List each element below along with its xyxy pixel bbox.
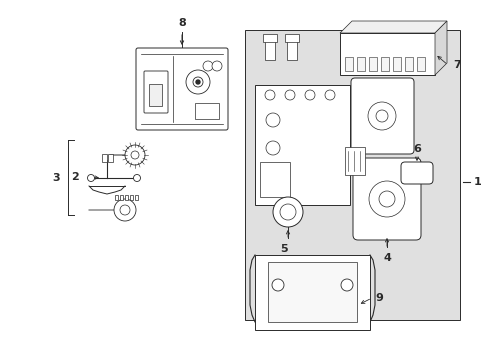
Bar	[108, 154, 113, 162]
Circle shape	[265, 141, 280, 155]
Bar	[267, 262, 356, 322]
Circle shape	[271, 279, 284, 291]
Circle shape	[280, 204, 295, 220]
FancyBboxPatch shape	[400, 162, 432, 184]
Bar	[195, 103, 219, 119]
Bar	[254, 85, 349, 205]
Circle shape	[185, 70, 209, 94]
Bar	[263, 34, 276, 42]
Bar	[264, 38, 274, 60]
Circle shape	[125, 145, 145, 165]
Bar	[380, 57, 388, 71]
Circle shape	[87, 175, 94, 181]
Bar	[285, 34, 298, 42]
Bar	[102, 154, 107, 162]
Bar	[260, 162, 289, 197]
Bar	[286, 38, 296, 60]
FancyBboxPatch shape	[143, 71, 168, 113]
Bar	[404, 57, 412, 71]
Bar	[135, 195, 138, 200]
Text: 4: 4	[382, 253, 390, 263]
Circle shape	[378, 191, 394, 207]
Text: 9: 9	[374, 293, 382, 303]
Circle shape	[114, 199, 136, 221]
Text: 3: 3	[52, 172, 60, 183]
Circle shape	[133, 175, 140, 181]
Circle shape	[368, 181, 404, 217]
Bar	[356, 57, 364, 71]
Bar	[149, 84, 162, 106]
FancyBboxPatch shape	[350, 78, 413, 154]
Circle shape	[325, 90, 334, 100]
Bar	[416, 57, 424, 71]
Text: 7: 7	[452, 60, 460, 70]
Circle shape	[265, 113, 280, 127]
Bar	[339, 33, 434, 75]
FancyBboxPatch shape	[352, 158, 420, 240]
Text: 6: 6	[412, 144, 420, 154]
Text: 2: 2	[71, 172, 79, 182]
Text: 5: 5	[280, 244, 287, 254]
Circle shape	[285, 90, 294, 100]
Bar	[368, 57, 376, 71]
Polygon shape	[434, 21, 446, 75]
Text: 8: 8	[178, 18, 185, 28]
Bar	[120, 195, 123, 200]
Bar	[345, 57, 352, 71]
Circle shape	[212, 61, 222, 71]
Bar	[130, 195, 133, 200]
Bar	[125, 195, 128, 200]
Circle shape	[265, 169, 280, 183]
Circle shape	[367, 102, 395, 130]
Bar	[254, 255, 369, 330]
Circle shape	[193, 77, 203, 87]
Text: 1: 1	[473, 177, 481, 187]
Circle shape	[272, 197, 303, 227]
Circle shape	[196, 80, 200, 84]
Circle shape	[340, 279, 352, 291]
Circle shape	[264, 90, 274, 100]
Bar	[244, 30, 459, 320]
Circle shape	[203, 61, 213, 71]
Circle shape	[120, 205, 130, 215]
Circle shape	[131, 151, 139, 159]
Bar	[345, 147, 364, 175]
Polygon shape	[339, 21, 446, 33]
Bar	[392, 57, 400, 71]
Bar	[115, 195, 118, 200]
Circle shape	[305, 90, 314, 100]
FancyBboxPatch shape	[136, 48, 227, 130]
Circle shape	[375, 110, 387, 122]
